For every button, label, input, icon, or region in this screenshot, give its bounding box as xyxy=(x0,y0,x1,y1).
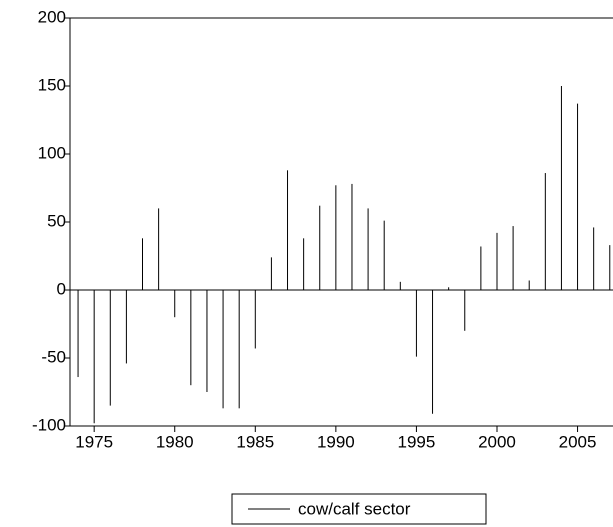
y-tick-label: 50 xyxy=(47,211,66,230)
x-tick-label: 1995 xyxy=(398,432,436,451)
x-tick-label: 2000 xyxy=(478,432,516,451)
y-tick-label: -100 xyxy=(32,415,66,434)
y-tick-label: -50 xyxy=(41,347,66,366)
legend-label: cow/calf sector xyxy=(298,499,411,518)
x-tick-label: 1975 xyxy=(75,432,113,451)
y-tick-label: 150 xyxy=(38,75,66,94)
x-tick-label: 2005 xyxy=(559,432,597,451)
x-tick-label: 1990 xyxy=(317,432,355,451)
y-tick-label: 0 xyxy=(57,279,66,298)
y-tick-label: 100 xyxy=(38,143,66,162)
legend-box xyxy=(231,493,487,525)
x-tick-label: 1985 xyxy=(236,432,274,451)
y-tick-label: 200 xyxy=(38,7,66,26)
x-tick-label: 1980 xyxy=(156,432,194,451)
